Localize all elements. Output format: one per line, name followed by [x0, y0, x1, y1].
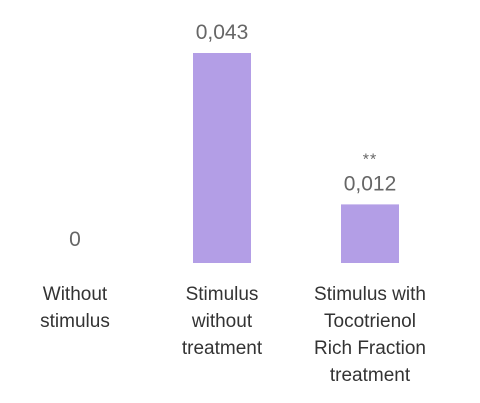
annotations-group: **: [363, 151, 377, 168]
bars-group: [193, 53, 399, 263]
significance-annotation-2: **: [363, 151, 377, 168]
category-label-2-line-2: Rich Fraction: [314, 338, 426, 359]
value-label-1: 0,043: [196, 21, 249, 44]
value-labels-group: 0 0,043 0,012: [69, 21, 396, 251]
category-label-1-line-0: Stimulus: [186, 284, 259, 305]
value-label-0: 0: [69, 228, 81, 251]
bar-2: [341, 204, 399, 263]
category-label-2-line-1: Tocotrienol: [324, 311, 416, 332]
category-label-1-line-2: treatment: [182, 338, 263, 359]
category-label-0-line-1: stimulus: [40, 311, 110, 332]
category-label-0: Without stimulus: [40, 284, 110, 332]
category-label-1-line-1: without: [191, 311, 253, 332]
bar-1: [193, 53, 251, 263]
value-label-2: 0,012: [344, 172, 397, 195]
category-label-0-line-0: Without: [43, 284, 108, 305]
category-label-1: Stimulus without treatment: [182, 284, 263, 359]
category-label-2-line-3: treatment: [330, 365, 411, 386]
category-label-2: Stimulus with Tocotrienol Rich Fraction tre…: [314, 284, 426, 386]
category-label-2-line-0: Stimulus with: [314, 284, 426, 305]
